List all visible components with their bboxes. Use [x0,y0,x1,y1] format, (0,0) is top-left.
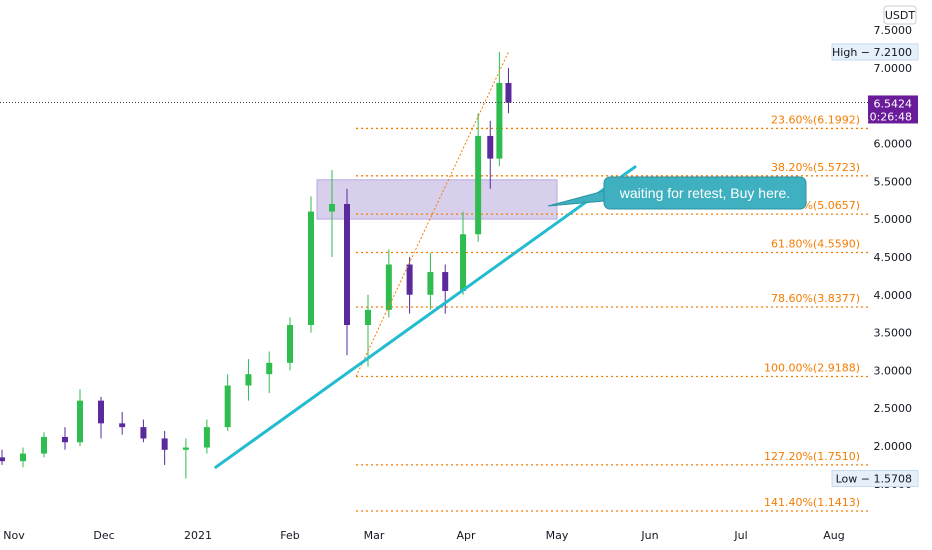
x-tick-label: May [546,529,569,542]
callout-layer: waiting for retest, Buy here. [547,176,807,210]
candle-body[interactable] [427,272,434,295]
y-tick-label: 2.0000 [874,440,913,453]
candle-body[interactable] [203,427,210,448]
candle-body[interactable] [505,82,512,103]
fib-level-label: 38.20%(5.5723) [771,161,860,174]
y-tick-label: 7.0000 [874,62,913,75]
candle-body[interactable] [245,374,252,386]
y-tick-label: 5.0000 [874,213,913,226]
fib-layer: 23.60%(6.1992)38.20%(5.5723)50.00%(5.065… [356,113,868,512]
fib-level-label: 100.00%(2.9188) [764,362,860,375]
y-tick-label: 3.0000 [874,364,913,377]
candle-body[interactable] [460,234,467,291]
current-price-badge-box [868,95,918,124]
low-tag [831,469,919,487]
y-tick-label: 6.0000 [874,137,913,150]
trendline[interactable] [214,165,637,469]
candle-body[interactable] [41,436,47,454]
fib-level-label: 141.40%(1.1413) [764,496,860,509]
y-tick-label: 4.0000 [874,289,913,302]
x-axis: Nov Dec 2021 Feb Mar Apr May Jun Jul Aug [3,529,844,542]
x-tick-label: Apr [456,529,476,542]
candle-body[interactable] [385,264,392,310]
y-tick-label: 4.5000 [874,251,913,264]
zone-layer [316,179,558,220]
candle-layer [0,51,512,479]
high-tag-text: High − 7.2100 [832,46,912,59]
retest-zone[interactable] [316,179,558,220]
currency-label: USDT [885,9,916,22]
x-tick-label: Jun [640,529,658,542]
x-tick-label: Nov [3,529,25,542]
x-tick-label: Dec [93,529,114,542]
high-tag [831,43,919,61]
currency-box[interactable] [883,5,917,25]
candle-body[interactable] [20,453,26,462]
callout-box[interactable] [603,176,807,210]
candle-body[interactable] [308,211,314,326]
fib-level-label: 78.60%(3.8377) [771,292,860,305]
x-tick-label: 2021 [184,529,212,542]
candle-body[interactable] [329,203,335,212]
candle-body[interactable] [62,436,68,443]
y-tick-label: 3.5000 [874,327,913,340]
low-tag-text: Low − 1.5708 [836,472,912,485]
candle-body[interactable] [442,272,449,291]
y-axis: 1.50002.00002.50003.00003.50004.00004.50… [874,24,913,491]
candle-body[interactable] [224,385,231,428]
candle-body[interactable] [365,309,371,326]
callout-text: waiting for retest, Buy here. [619,185,790,201]
x-tick-label: Aug [823,529,844,542]
current-price-badge-text: 6.5424 [874,97,913,110]
candle-body[interactable] [487,135,494,159]
line-layer [0,51,868,469]
y-tick-label: 2.5000 [874,402,913,415]
candle-body[interactable] [98,400,104,424]
candle-body[interactable] [77,400,83,443]
x-tick-label: Mar [364,529,385,542]
candle-body[interactable] [0,457,5,462]
fib-level-label: 61.80%(4.5590) [771,237,860,250]
candle-body[interactable] [344,203,350,326]
y-tick-label: 5.5000 [874,175,913,188]
fib-level-label: 23.60%(6.1992) [771,113,860,126]
fib-level-label: 127.20%(1.7510) [764,450,860,463]
current-price-badge-text: 10:26:48 [863,110,912,123]
y-tick-label: 7.5000 [874,24,913,37]
candle-body[interactable] [266,362,273,375]
x-tick-label: Jul [733,529,747,542]
candle-body[interactable] [119,423,126,428]
candle-body[interactable] [182,447,189,450]
candle-body[interactable] [140,427,147,439]
candle-body[interactable] [475,135,482,235]
candle-body[interactable] [287,325,293,363]
candle-body[interactable] [161,438,168,450]
candle-body[interactable] [496,82,503,159]
x-tick-label: Feb [280,529,299,542]
candle-body[interactable] [406,264,413,295]
